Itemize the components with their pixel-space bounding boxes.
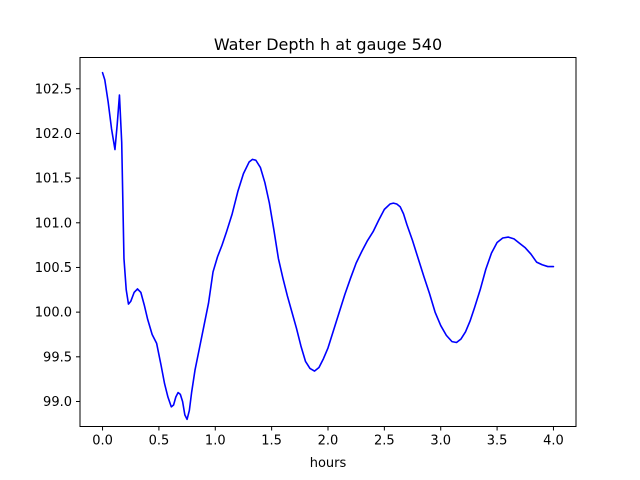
- x-tick-label: 2.0: [318, 434, 339, 449]
- y-tick-label: 100.5: [35, 261, 72, 276]
- chart-title: Water Depth h at gauge 540: [214, 35, 442, 54]
- x-tick-label: 3.5: [487, 434, 508, 449]
- x-tick-label: 2.5: [374, 434, 395, 449]
- y-tick-label: 99.5: [43, 350, 72, 365]
- x-tick-label: 0.5: [149, 434, 170, 449]
- plot-frame: [79, 57, 577, 427]
- y-axis: 99.0 99.5 100.0 100.5 101.0 101.5 102.0 102.5: [35, 82, 80, 410]
- plot-area: [101, 71, 555, 421]
- x-tick-label: 1.5: [261, 434, 282, 449]
- y-tick-label: 101.0: [35, 216, 72, 231]
- y-tick-label: 102.0: [35, 127, 72, 142]
- x-tick-label: 1.0: [205, 434, 226, 449]
- x-axis: 0.0 0.5 1.0 1.5 2.0 2.5 3.0 3.5 4.0: [92, 426, 564, 449]
- series-line-0: [101, 71, 555, 421]
- x-tick-label: 4.0: [543, 434, 564, 449]
- y-tick-label: 100.0: [35, 306, 72, 321]
- x-axis-label: hours: [310, 456, 347, 471]
- x-tick-label: 0.0: [92, 434, 113, 449]
- y-tick-label: 102.5: [35, 82, 72, 97]
- y-tick-label: 99.0: [43, 395, 72, 410]
- y-tick-label: 101.5: [35, 172, 72, 187]
- x-tick-label: 3.0: [430, 434, 451, 449]
